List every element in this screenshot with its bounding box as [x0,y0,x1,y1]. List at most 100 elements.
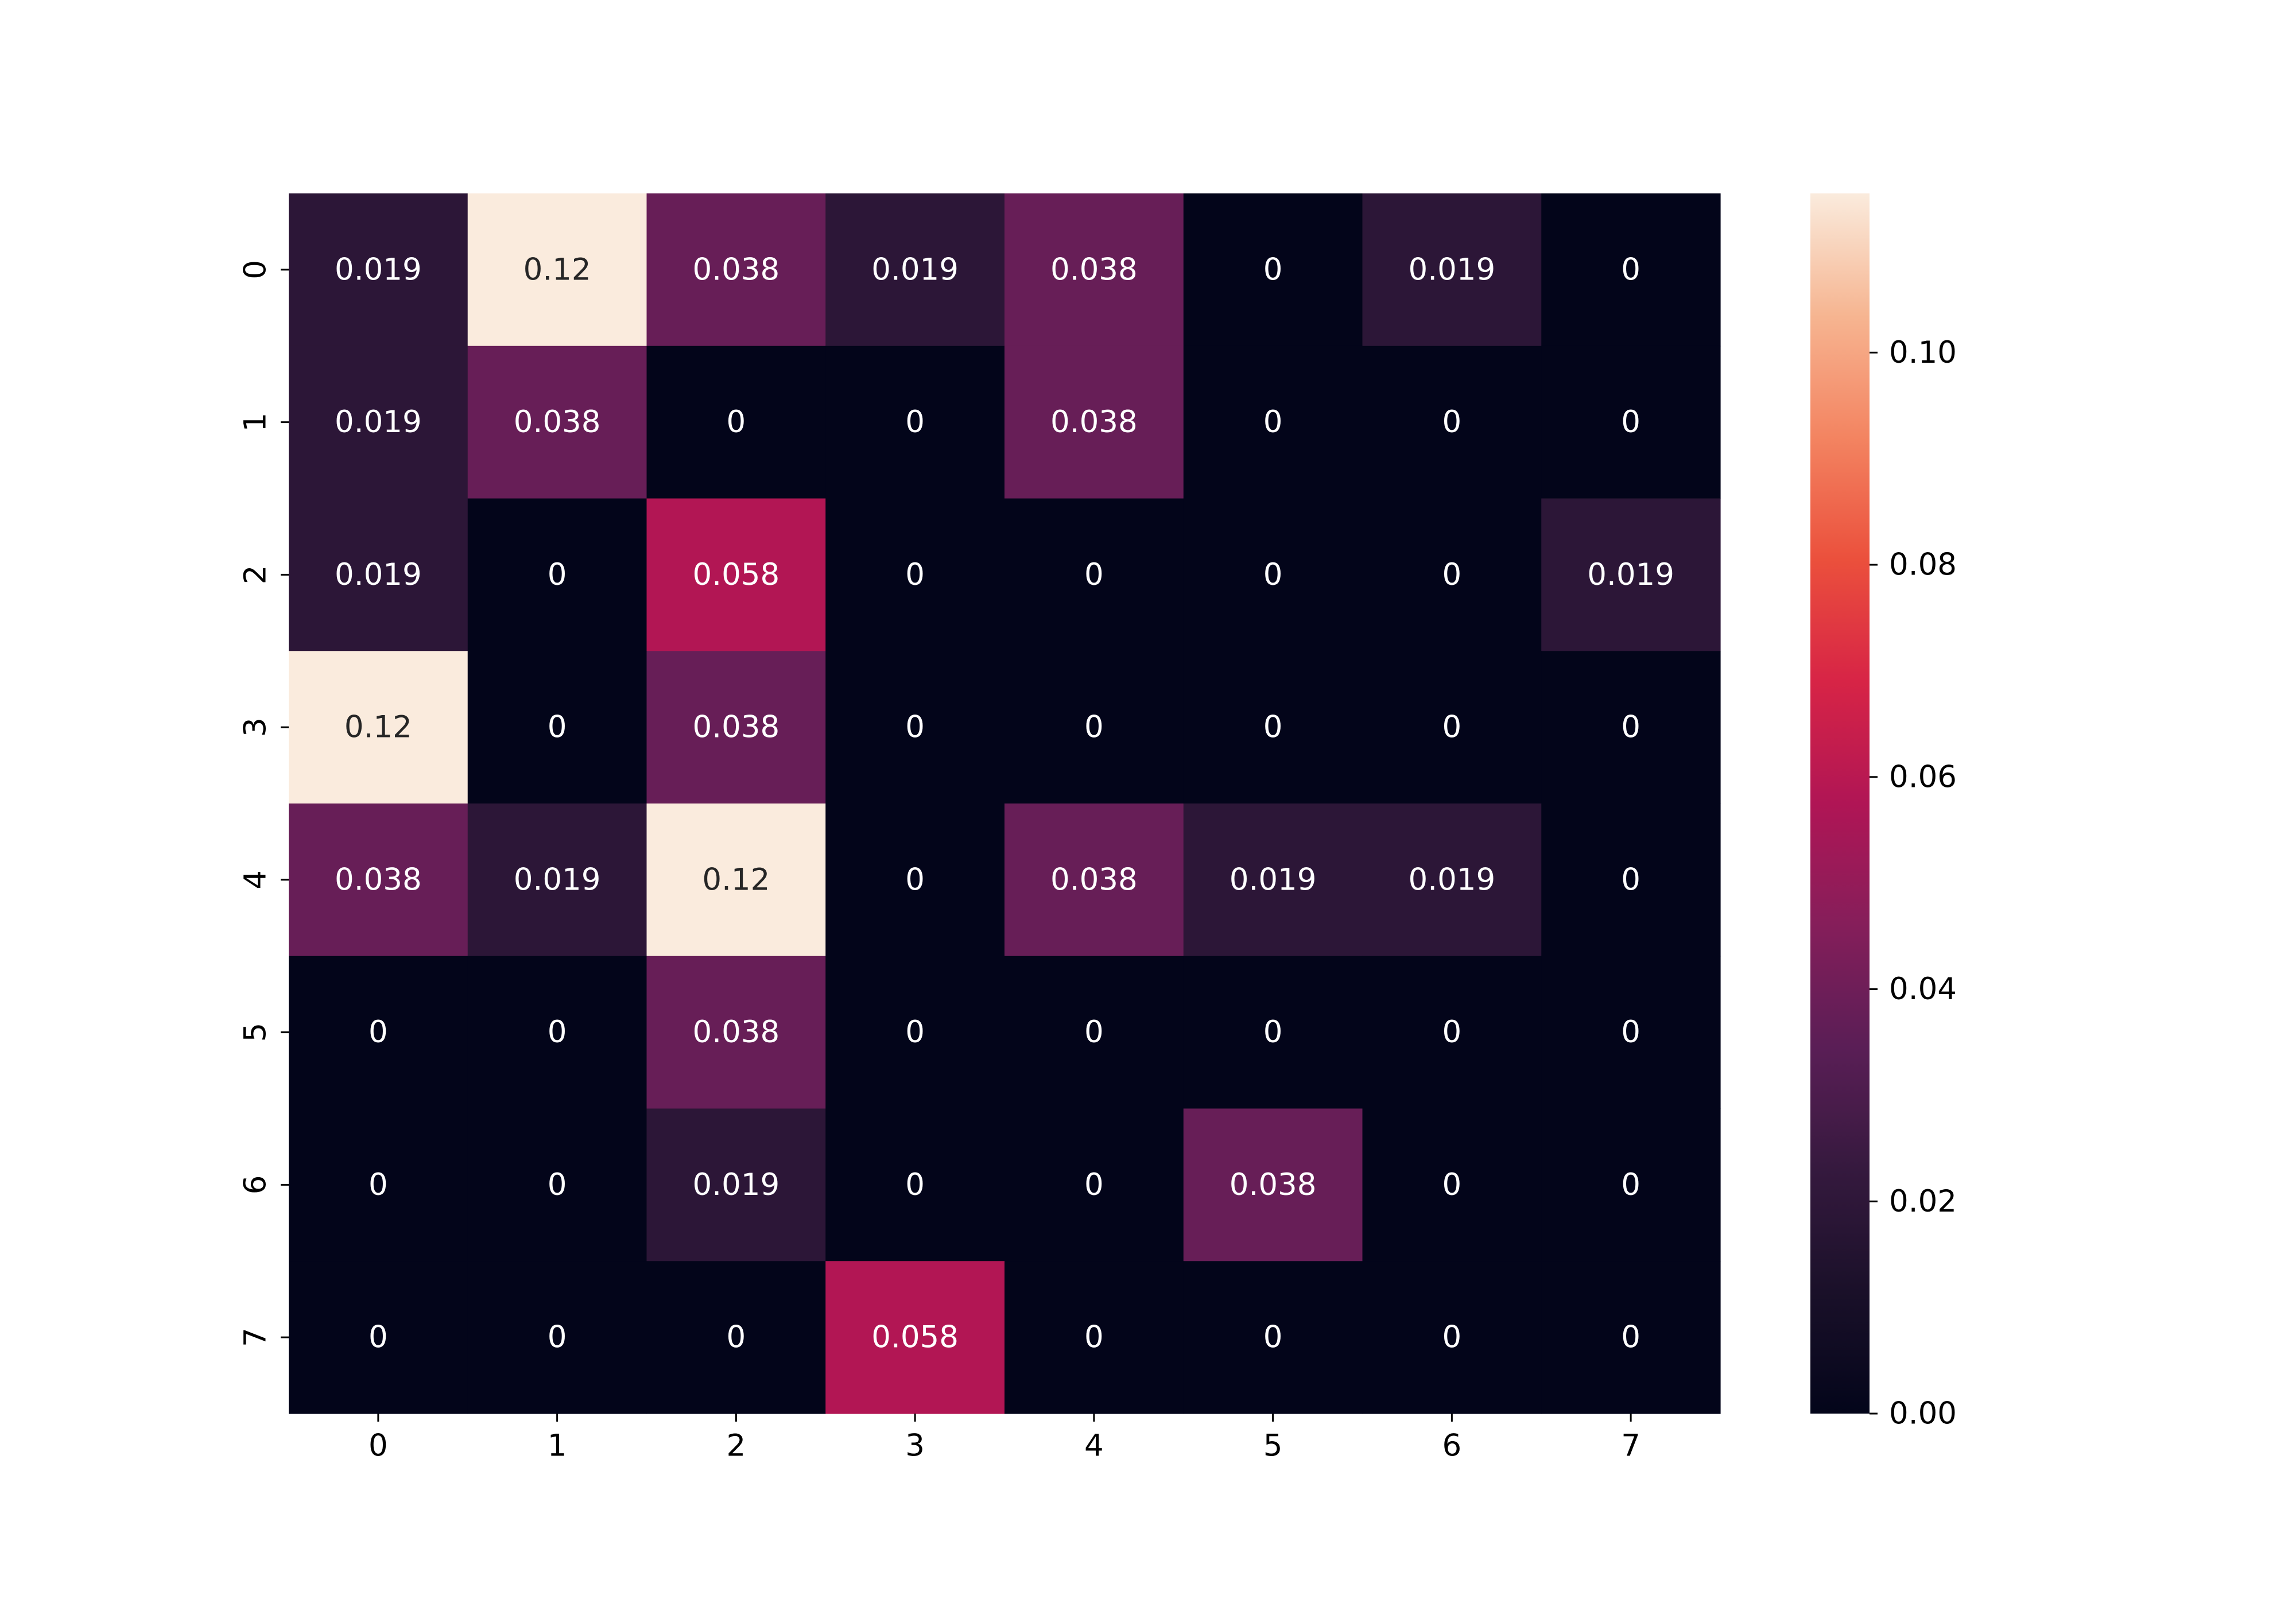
heatmap-cell [1362,193,1542,347]
heatmap-cell [289,346,468,499]
cell-annotation: 0 [727,1320,746,1355]
heatmap-cell [1183,193,1363,347]
x-tick-label: 2 [727,1428,746,1463]
cell-annotation: 0 [369,1320,388,1355]
y-tick-label: 0 [238,260,273,280]
cell-annotation: 0 [369,1015,388,1050]
cell-annotation: 0 [548,710,567,745]
heatmap-cell [1541,804,1721,957]
y-tick-label: 6 [238,1175,273,1195]
x-tick-label: 7 [1621,1428,1640,1463]
heatmap-cell [825,1261,1005,1414]
colorbar-tick-label: 0.00 [1889,1396,1957,1431]
heatmap-cell [289,1108,468,1261]
cell-annotation: 0.019 [1230,862,1317,897]
heatmap-cell [289,1261,468,1414]
cell-annotation: 0 [1263,557,1283,592]
heatmap-cell [289,956,468,1109]
cell-annotation: 0 [1442,1320,1462,1355]
heatmap-cell [1183,1108,1363,1261]
heatmap-cell [825,498,1005,651]
heatmap-cell [1183,804,1363,957]
cell-annotation: 0.019 [693,1167,780,1202]
cell-annotation: 0 [1621,405,1640,440]
heatmap-cell [1004,1108,1184,1261]
cell-annotation: 0 [727,405,746,440]
heatmap-cell [467,346,647,499]
cell-annotation: 0 [1621,862,1640,897]
heatmap-cell [1362,1261,1542,1414]
cell-annotation: 0 [1442,405,1462,440]
cell-annotation: 0 [1263,710,1283,745]
cell-annotation: 0.12 [523,252,591,287]
heatmap-cell [467,956,647,1109]
cell-annotation: 0.038 [1230,1167,1317,1202]
heatmap-cell [646,498,826,651]
colorbar: 0.00 0.02 0.04 0.06 0.08 0.10 [1810,193,1957,1431]
cell-annotation: 0 [1263,252,1283,287]
cell-annotation: 0 [905,557,925,592]
heatmap-cell [1004,651,1184,804]
heatmap-cell [646,1108,826,1261]
cell-annotation: 0.038 [1050,862,1138,897]
cell-annotation: 0.019 [1409,252,1496,287]
heatmap-cell [646,804,826,957]
heatmap-cell [1362,651,1542,804]
y-tick-label: 7 [238,1327,273,1347]
cell-annotation: 0.038 [514,405,601,440]
heatmap-cell [1004,346,1184,499]
cell-annotation: 0 [1442,557,1462,592]
heatmap-cell [1541,193,1721,347]
heatmap-cell [1362,804,1542,957]
colorbar-tick-label: 0.10 [1889,335,1957,370]
heatmap-cells: 0.019 0.12 0.038 0.019 0.038 0 0.019 0 0.019 0.03… [289,193,1721,1414]
cell-annotation: 0 [905,710,925,745]
heatmap-cell [467,193,647,347]
cell-annotation: 0 [548,557,567,592]
heatmap-cell [1541,1108,1721,1261]
heatmap-cell [1183,651,1363,804]
heatmap-cell [1362,346,1542,499]
cell-annotation: 0.019 [871,252,959,287]
cell-annotation: 0 [369,1167,388,1202]
heatmap-cell [1541,498,1721,651]
x-tick-label: 5 [1263,1428,1283,1463]
cell-annotation: 0.12 [344,710,412,745]
cell-annotation: 0 [1442,1167,1462,1202]
cell-annotation: 0 [905,1167,925,1202]
heatmap-cell [1004,1261,1184,1414]
cell-annotation: 0 [1084,1167,1104,1202]
colorbar-tick-label: 0.04 [1889,972,1957,1007]
cell-annotation: 0.019 [335,405,422,440]
cell-annotation: 0.038 [693,1015,780,1050]
colorbar-tick-label: 0.02 [1889,1184,1957,1219]
heatmap-cell [825,651,1005,804]
cell-annotation: 0 [1084,557,1104,592]
y-tick-label: 3 [238,717,273,737]
heatmap-cell [646,1261,826,1414]
heatmap-cell [825,193,1005,347]
cell-annotation: 0 [548,1015,567,1050]
heatmap-cell [467,1108,647,1261]
y-tick-label: 2 [238,565,273,585]
cell-annotation: 0.019 [1587,557,1674,592]
x-tick-label: 0 [369,1428,388,1463]
cell-annotation: 0.038 [693,252,780,287]
heatmap-cell [646,346,826,499]
cell-annotation: 0 [1621,1320,1640,1355]
heatmap-cell [467,1261,647,1414]
heatmap-cell [1183,498,1363,651]
heatmap-cell [646,193,826,347]
cell-annotation: 0.12 [702,862,770,897]
colorbar-tick-label: 0.06 [1889,759,1957,794]
heatmap-cell [1362,956,1542,1109]
heatmap-cell [1541,956,1721,1109]
cell-annotation: 0 [1084,1015,1104,1050]
heatmap-cell [825,346,1005,499]
heatmap-cell [646,956,826,1109]
heatmap-cell [825,956,1005,1109]
cell-annotation: 0.038 [693,710,780,745]
colorbar-tick-label: 0.08 [1889,548,1957,583]
cell-annotation: 0 [1621,1015,1640,1050]
